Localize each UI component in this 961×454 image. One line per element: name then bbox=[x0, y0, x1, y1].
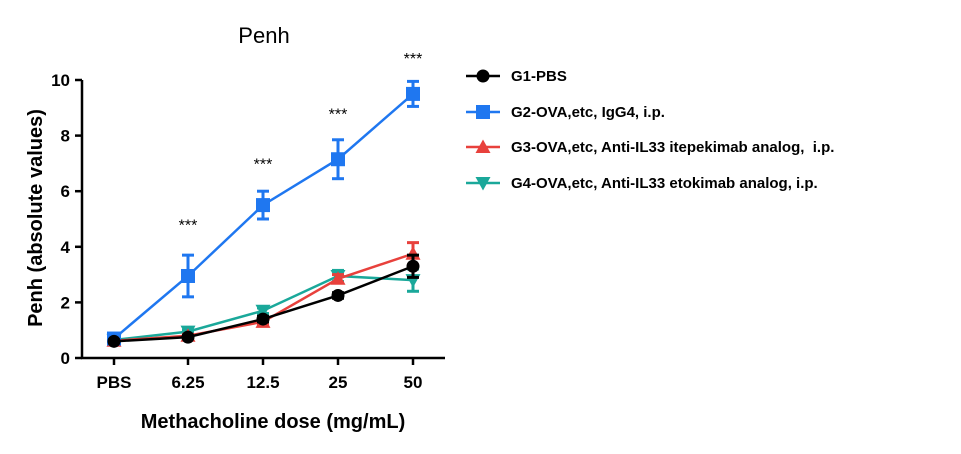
significance-marker: *** bbox=[254, 156, 273, 173]
axes: 0 2 4 6 8 10 PBS 6.25 12.5 25 50 bbox=[51, 71, 445, 392]
data-point bbox=[406, 86, 420, 101]
legend-label: G2-OVA,etc, IgG4, i.p. bbox=[511, 104, 665, 121]
series-1 bbox=[107, 253, 420, 348]
data-point bbox=[256, 198, 270, 213]
legend: G1-PBS G2-OVA,etc, IgG4, i.p. G3-OVA,etc, … bbox=[466, 68, 834, 192]
legend-label: G4-OVA,etc, Anti-IL33 etokimab analog, i… bbox=[511, 175, 818, 192]
legend-marker bbox=[475, 139, 491, 153]
data-point bbox=[107, 334, 121, 348]
data-point bbox=[181, 330, 195, 344]
significance-marker: *** bbox=[179, 218, 198, 235]
plot-area bbox=[106, 79, 421, 348]
significance-marker: *** bbox=[329, 106, 348, 123]
significance-marker: *** bbox=[404, 51, 423, 68]
x-axis-label: Methacholine dose (mg/mL) bbox=[141, 411, 405, 433]
legend-item-2: G2-OVA,etc, IgG4, i.p. bbox=[466, 104, 665, 121]
legend-label: G3-OVA,etc, Anti-IL33 itepekimab analog,… bbox=[511, 139, 834, 156]
data-point bbox=[331, 152, 345, 167]
data-point bbox=[255, 304, 271, 319]
legend-item-1: G1-PBS bbox=[466, 68, 567, 85]
y-tick-label: 8 bbox=[61, 127, 70, 146]
significance-annotations: *** *** *** *** bbox=[179, 51, 423, 235]
y-tick-label: 6 bbox=[61, 182, 70, 201]
legend-item-4: G4-OVA,etc, Anti-IL33 etokimab analog, i… bbox=[466, 175, 818, 192]
x-tick-label: 12.5 bbox=[246, 373, 279, 392]
y-tick-label: 10 bbox=[51, 71, 70, 90]
x-tick-label: 50 bbox=[404, 373, 423, 392]
legend-marker bbox=[476, 105, 490, 119]
data-point bbox=[406, 259, 420, 273]
data-point bbox=[330, 271, 346, 285]
legend-item-3: G3-OVA,etc, Anti-IL33 itepekimab analog,… bbox=[466, 139, 834, 156]
x-tick-label: 25 bbox=[329, 373, 348, 392]
chart-title: Penh bbox=[238, 23, 289, 48]
legend-marker bbox=[475, 177, 491, 191]
series-3 bbox=[106, 241, 421, 347]
x-tick-label: PBS bbox=[97, 373, 132, 392]
data-point bbox=[256, 312, 270, 326]
y-tick-label: 0 bbox=[61, 349, 70, 368]
data-point bbox=[181, 268, 195, 283]
y-axis-label: Penh (absolute values) bbox=[25, 109, 47, 327]
legend-marker bbox=[476, 69, 490, 83]
data-point bbox=[331, 288, 345, 302]
y-tick-label: 2 bbox=[61, 293, 70, 312]
x-tick-label: 6.25 bbox=[171, 373, 204, 392]
y-tick-label: 4 bbox=[61, 238, 71, 257]
legend-label: G1-PBS bbox=[511, 68, 567, 85]
